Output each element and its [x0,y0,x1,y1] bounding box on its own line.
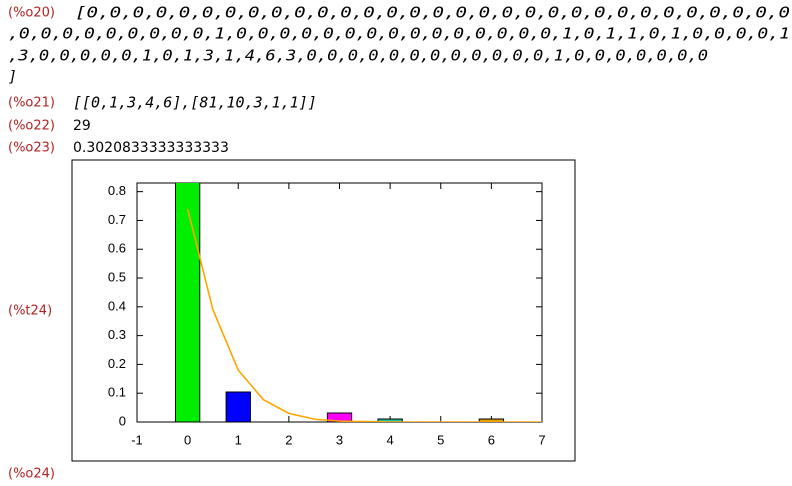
output-label: (%o23) [8,141,55,156]
y-tick-label: 0.6 [108,241,126,256]
y-tick-label: 0.7 [108,212,126,227]
output-text: [0,0,0,0,0,0,0,0,0,0,0,0,0,0,0,0,0,0,0,0… [75,4,790,22]
output-text: 29 [73,118,91,134]
plot-frame [71,159,576,462]
output-label: (%t24) [8,304,52,319]
bar [377,418,403,422]
y-tick-label: 0 [119,413,126,428]
y-tick-label: 0.4 [108,298,126,313]
bar [326,412,353,422]
x-tick-label: 2 [285,432,292,447]
output-text: ,0,0,0,0,0,0,0,0,0,1,0,0,0,0,0,0,0,0,0,0… [8,25,790,43]
bar [174,183,201,422]
x-tick-label: 0 [184,432,191,447]
x-tick-label: 5 [437,432,444,447]
x-tick-label: -1 [131,432,143,447]
y-tick-label: 0.5 [108,269,126,284]
x-tick-label: 7 [538,432,545,447]
output-label: (%o20) [8,6,55,21]
y-tick-label: 0.3 [108,327,126,342]
curve [186,208,542,422]
output-text: 0.3020833333333333 [73,140,229,156]
output-label: (%o22) [8,119,55,134]
output-text: [[0,1,3,4,6],[81,10,3,1,1]] [73,94,317,112]
output-text: ,3,0,0,0,0,0,1,0,1,3,1,4,6,3,0,0,0,0,0,0… [8,47,708,65]
x-tick-label: 1 [235,432,242,447]
y-tick-label: 0.8 [108,183,126,198]
output-text: ] [8,68,17,86]
bar [478,418,505,422]
bar [225,391,251,422]
output-label: (%o24) [8,467,55,482]
x-tick-label: 3 [336,432,343,447]
output-label: (%o21) [8,96,55,111]
y-tick-label: 0.1 [108,385,126,400]
plot-content [174,183,542,422]
y-tick-label: 0.2 [108,356,126,371]
x-tick-label: 6 [488,432,495,447]
x-tick-label: 4 [387,432,394,447]
